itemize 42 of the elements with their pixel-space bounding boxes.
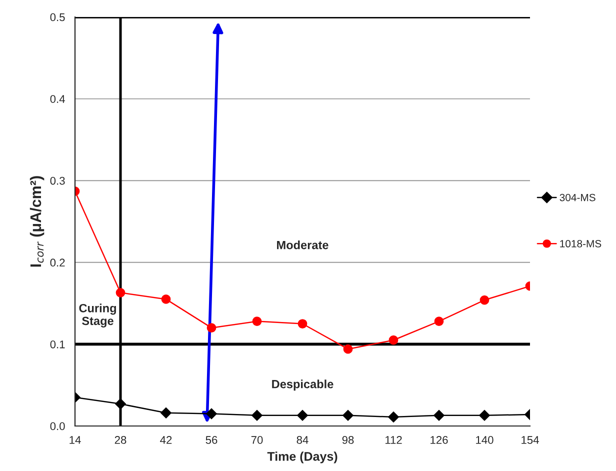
x-tick-label: 14 [70, 436, 81, 444]
point [298, 319, 308, 328]
point [388, 335, 398, 345]
y-tick-label: 0.2 [50, 258, 65, 267]
annotation: Moderate [277, 240, 328, 250]
y-axis-title: I$_{corr}$ (μA/cm²) [30, 176, 44, 267]
x-tick-label: 112 [385, 436, 402, 444]
y-tick-label: 0.4 [50, 95, 65, 103]
point [388, 412, 399, 422]
point [297, 410, 308, 421]
x-tick-label: 56 [206, 436, 218, 444]
x-tick-label: 126 [430, 436, 448, 444]
point [161, 294, 171, 304]
point [206, 408, 217, 420]
x-tick-label: 70 [251, 436, 263, 444]
point [434, 410, 444, 421]
point [116, 288, 126, 298]
point [434, 316, 444, 326]
x-tick-label: 28 [114, 436, 126, 444]
x-tick-label: 42 [160, 436, 172, 444]
x-tick-label: 98 [342, 436, 354, 444]
annotation: Despicable [272, 380, 334, 391]
legend-label: 304-MS [560, 194, 596, 202]
legend-label: 1018-MS [560, 240, 602, 248]
y-tick-label: 0.1 [50, 340, 65, 348]
x-tick-label: 154 [522, 436, 539, 444]
point [252, 316, 262, 326]
annotation: Curing Stage [79, 304, 116, 328]
x-axis-title: Time (Days) [267, 452, 338, 464]
y-tick-label: 0.5 [50, 13, 65, 22]
x-tick-label: 84 [296, 436, 308, 444]
point [479, 410, 490, 421]
point [160, 407, 172, 418]
x-tick-label: 140 [476, 436, 494, 444]
point [342, 410, 354, 421]
y-tick-label: 0.0 [50, 422, 65, 430]
point [480, 295, 490, 305]
point [206, 323, 216, 333]
y-tick-label: 0.3 [50, 176, 65, 185]
point [115, 398, 126, 410]
point [252, 410, 262, 421]
point [343, 344, 353, 354]
